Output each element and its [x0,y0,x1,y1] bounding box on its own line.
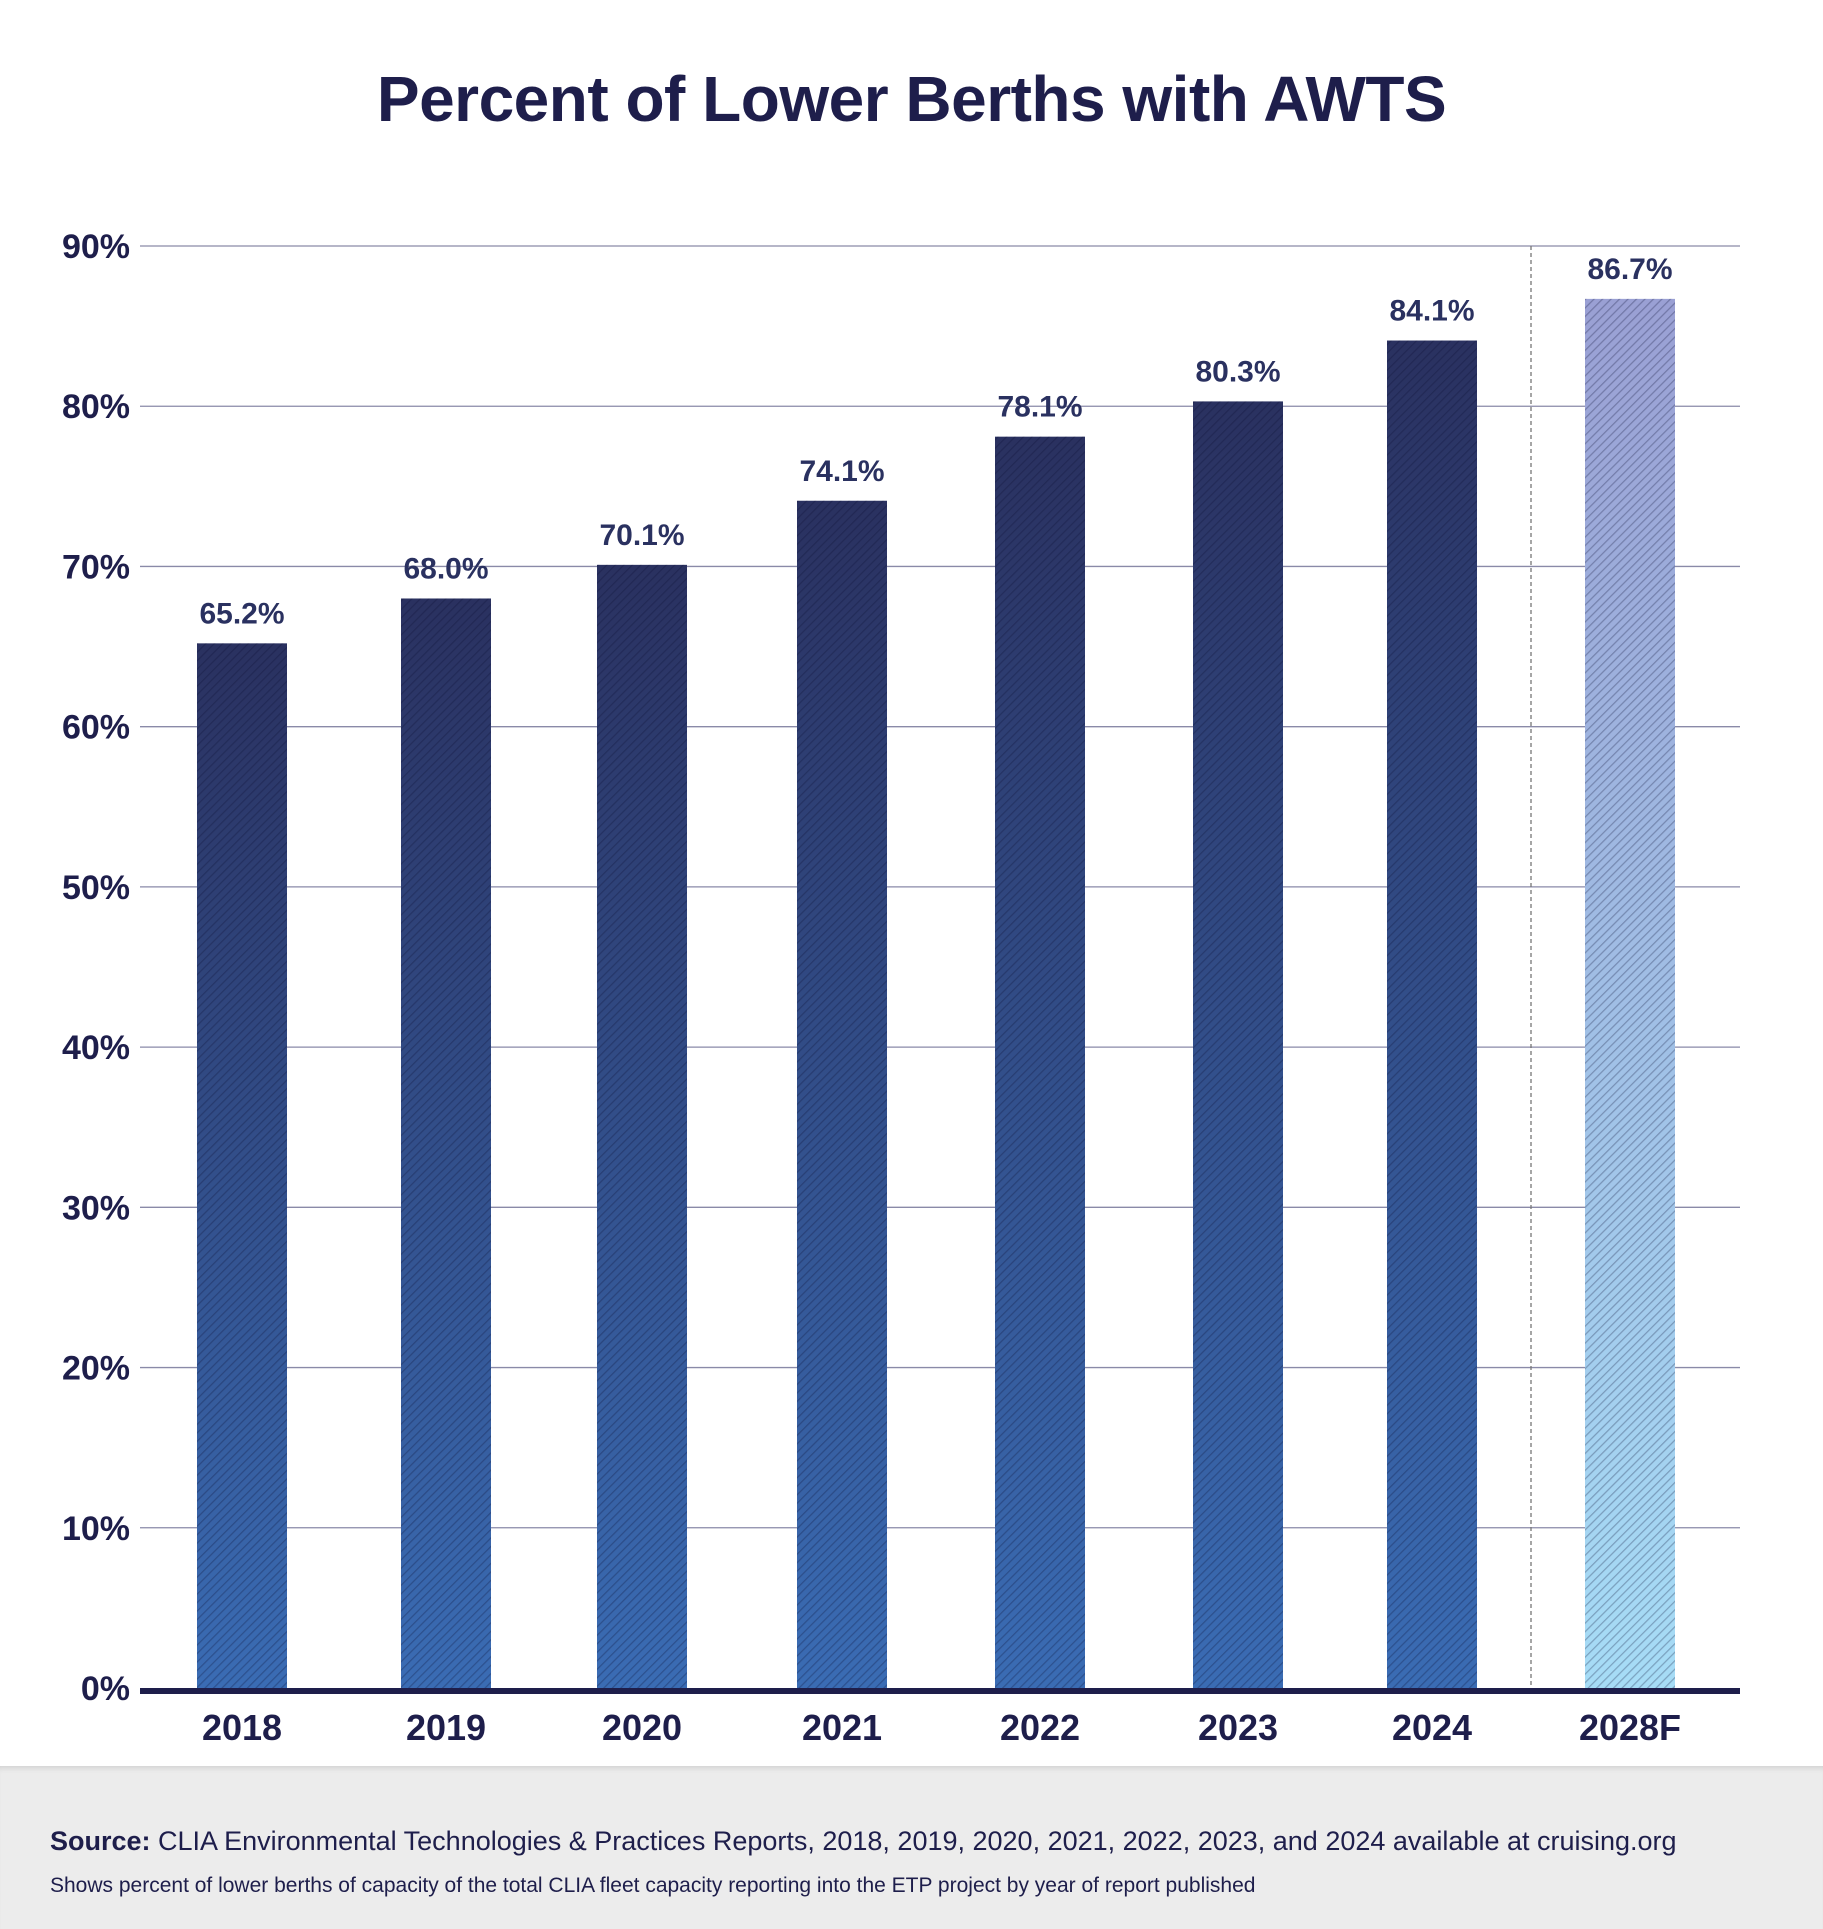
bar-hatch [401,598,491,1688]
x-tick-label: 2028F [1579,1707,1681,1748]
gridlines [140,245,1740,1688]
data-label: 74.1% [799,455,884,488]
y-axis: 0% 10% 20% 30% 40% 50% 60% 70% 80% 90% [62,228,130,1708]
x-tick-label: 2018 [202,1707,282,1748]
x-tick-label: 2023 [1198,1707,1278,1748]
y-tick-label: 60% [62,709,130,747]
y-tick-label: 10% [62,1510,130,1548]
footer: Source: CLIA Environmental Technologies … [0,1766,1823,1929]
data-label: 65.2% [199,597,284,630]
y-tick-label: 90% [62,228,130,266]
x-tick-label: 2022 [1000,1707,1080,1748]
y-tick-label: 30% [62,1189,130,1227]
y-tick-label: 20% [62,1350,130,1388]
chart-title: Percent of Lower Berths with AWTS [376,63,1447,135]
bar-hatch [1193,401,1283,1689]
x-axis-line [140,1688,1740,1694]
bar-hatch [797,500,887,1689]
source-label: Source: [50,1826,151,1856]
bar-chart: 0% 10% 20% 30% 40% 50% 60% 70% 80% 90% 65.2% 68.0%… [62,228,1740,1748]
data-label: 70.1% [599,519,684,552]
bar-hatch [197,643,287,1689]
source-text: CLIA Environmental Technologies & Practi… [150,1826,1677,1856]
bar-hatch [597,564,687,1688]
data-labels: 65.2% 68.0% 70.1% 74.1% 78.1% 80.3% 84.1% 86.7% [199,253,1672,630]
y-tick-label: 80% [62,388,130,426]
y-tick-label: 70% [62,548,130,586]
bar-hatch [1585,298,1675,1689]
data-label: 78.1% [997,391,1082,424]
data-label: 84.1% [1389,295,1474,328]
bars [197,298,1675,1689]
y-tick-label: 40% [62,1029,130,1067]
x-tick-label: 2019 [406,1707,486,1748]
data-label: 80.3% [1195,355,1280,388]
bar-hatch [995,436,1085,1689]
data-label: 68.0% [403,552,488,585]
y-tick-label: 50% [62,869,130,907]
x-axis: 2018 2019 2020 2021 2022 2023 2024 2028F [140,1688,1740,1748]
x-tick-label: 2020 [602,1707,682,1748]
data-label: 86.7% [1587,253,1672,286]
x-tick-label: 2024 [1392,1707,1472,1748]
footnote: Shows percent of lower berths of capacit… [50,1874,1256,1897]
y-tick-label: 0% [81,1670,130,1708]
bar-hatch [1387,340,1477,1688]
x-tick-label: 2021 [802,1707,882,1748]
source-line: Source: CLIA Environmental Technologies … [50,1826,1677,1857]
